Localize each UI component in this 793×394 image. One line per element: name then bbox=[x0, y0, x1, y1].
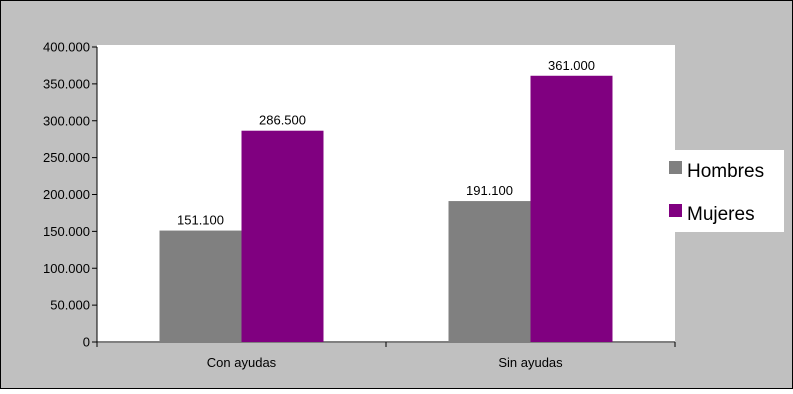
y-tick-label: 250.000 bbox=[43, 150, 90, 165]
x-category-label: Con ayudas bbox=[207, 355, 277, 370]
x-category-label: Sin ayudas bbox=[498, 355, 563, 370]
y-tick-label: 200.000 bbox=[43, 187, 90, 202]
y-tick-label: 0 bbox=[83, 335, 90, 350]
y-tick-label: 300.000 bbox=[43, 113, 90, 128]
bar bbox=[448, 201, 531, 342]
legend-label-hombres: Hombres bbox=[687, 161, 764, 182]
legend-label-mujeres: Mujeres bbox=[687, 204, 755, 225]
data-label: 361.000 bbox=[548, 58, 595, 73]
data-label: 191.100 bbox=[466, 183, 513, 198]
y-tick-label: 400.000 bbox=[43, 40, 90, 55]
data-labels: 151.100 286.500 191.100 361.000 bbox=[177, 58, 595, 228]
data-label: 286.500 bbox=[259, 113, 306, 128]
bar bbox=[241, 130, 324, 342]
legend-swatch-mujeres bbox=[669, 204, 682, 217]
y-axis: 0 50.000 100.000 150.000 200.000 250.000 300.0… bbox=[43, 40, 98, 350]
y-tick-label: 100.000 bbox=[43, 261, 90, 276]
bar bbox=[159, 230, 242, 342]
y-tick-label: 50.000 bbox=[50, 298, 90, 313]
legend-swatch-hombres bbox=[669, 161, 682, 174]
legend: Hombres Mujeres bbox=[669, 150, 784, 232]
data-label: 151.100 bbox=[177, 213, 224, 228]
legend-box bbox=[674, 150, 784, 232]
bars bbox=[159, 75, 613, 342]
y-tick-label: 350.000 bbox=[43, 76, 90, 91]
bar bbox=[530, 75, 613, 342]
y-tick-label: 150.000 bbox=[43, 224, 90, 239]
